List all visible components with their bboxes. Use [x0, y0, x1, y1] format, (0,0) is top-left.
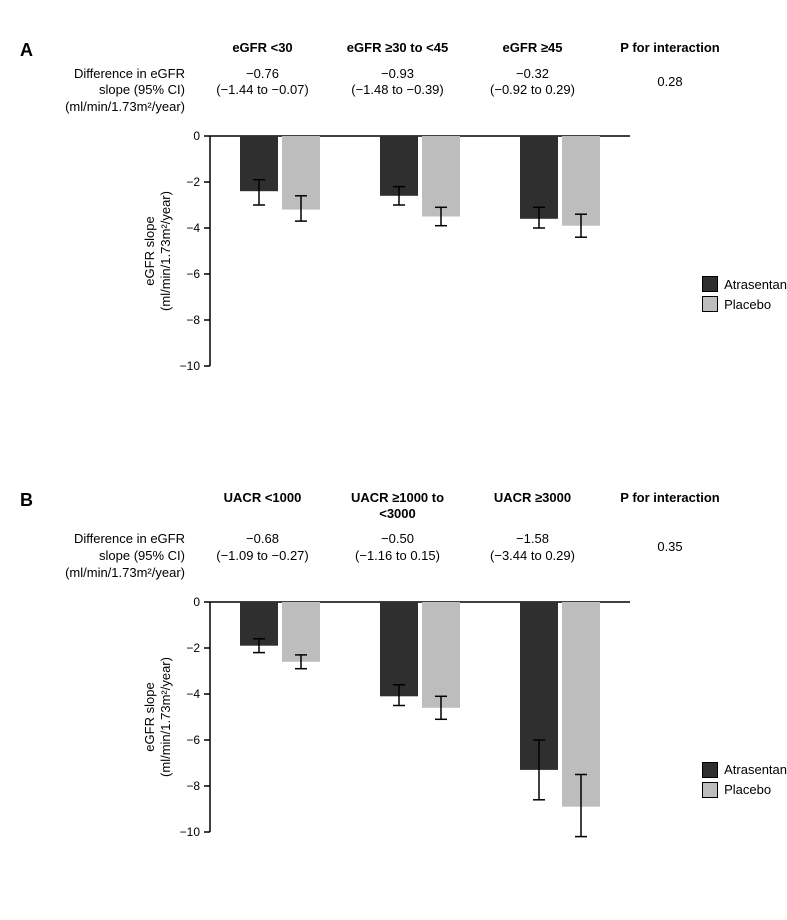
svg-text:−2: −2 [186, 175, 200, 189]
panel-b-group3-values: −1.58 (−3.44 to 0.29) [465, 531, 600, 582]
svg-text:−2: −2 [186, 641, 200, 655]
panel-b: B UACR <1000 UACR ≥1000 to <3000 UACR ≥3… [20, 490, 767, 920]
panel-a-group3-head: eGFR ≥45 [465, 40, 600, 56]
svg-text:−10: −10 [180, 825, 201, 839]
panel-b-svg: 0 −2 −4 −6 −8 −10 eGFR slope(ml/min/1.73m²/yea… [135, 592, 655, 852]
panel-b-group3-head: UACR ≥3000 [465, 490, 600, 521]
bar-placebo [422, 136, 460, 217]
svg-text:0: 0 [193, 129, 200, 143]
panel-b-pinteraction-value: 0.35 [600, 531, 740, 582]
svg-text:−10: −10 [180, 359, 201, 373]
panel-b-group2-values: −0.50 (−1.16 to 0.15) [330, 531, 465, 582]
svg-text:(ml/min/1.73m²/year): (ml/min/1.73m²/year) [158, 657, 173, 777]
panel-b-header-table: UACR <1000 UACR ≥1000 to <3000 UACR ≥300… [20, 490, 767, 582]
panel-b-rowlabel: Difference in eGFR slope (95% CI) (ml/mi… [20, 531, 195, 582]
panel-a-svg: 0 −2 −4 −6 −8 −10 eGFR slope(ml/min/1.73m²/yea… [135, 126, 655, 386]
panel-a-chart: 0 −2 −4 −6 −8 −10 eGFR slope(ml/min/1.73m²/yea… [135, 126, 767, 391]
bar-atrasentan [380, 602, 418, 696]
panel-a-rowlabel: Difference in eGFR slope (95% CI) (ml/mi… [20, 66, 195, 117]
bar-placebo [282, 602, 320, 662]
figure-page: A eGFR <30 eGFR ≥30 to <45 eGFR ≥45 P fo… [0, 0, 787, 871]
panel-b-legend: Atrasentan Placebo [702, 762, 787, 802]
swatch-placebo [702, 296, 718, 312]
panel-a-pinteraction-head: P for interaction [600, 40, 740, 56]
swatch-atrasentan [702, 762, 718, 778]
panel-a-pinteraction-value: 0.28 [600, 66, 740, 117]
panel-a-legend: Atrasentan Placebo [702, 276, 787, 316]
svg-text:−6: −6 [186, 267, 200, 281]
svg-text:−8: −8 [186, 313, 200, 327]
svg-text:−4: −4 [186, 221, 200, 235]
panel-b-label: B [20, 490, 33, 511]
panel-a-group3-values: −0.32 (−0.92 to 0.29) [465, 66, 600, 117]
panel-b-group2-head: UACR ≥1000 to <3000 [330, 490, 465, 521]
svg-text:(ml/min/1.73m²/year): (ml/min/1.73m²/year) [158, 191, 173, 311]
legend-item-atrasentan: Atrasentan [702, 276, 787, 292]
panel-a-label: A [20, 40, 33, 61]
panel-a-group2-head: eGFR ≥30 to <45 [330, 40, 465, 56]
swatch-atrasentan [702, 276, 718, 292]
panel-b-chart: 0 −2 −4 −6 −8 −10 eGFR slope(ml/min/1.73m²/yea… [135, 592, 767, 857]
swatch-placebo [702, 782, 718, 798]
bar-atrasentan [520, 136, 558, 219]
bar-placebo [422, 602, 460, 708]
panel-a-group2-values: −0.93 (−1.48 to −0.39) [330, 66, 465, 117]
panel-b-group1-values: −0.68 (−1.09 to −0.27) [195, 531, 330, 582]
panel-b-pinteraction-head: P for interaction [600, 490, 740, 521]
svg-text:eGFR slope: eGFR slope [142, 217, 157, 286]
bar-placebo [562, 136, 600, 226]
svg-text:−8: −8 [186, 779, 200, 793]
legend-item-placebo-b: Placebo [702, 782, 787, 798]
legend-item-placebo: Placebo [702, 296, 787, 312]
legend-item-atrasentan-b: Atrasentan [702, 762, 787, 778]
panel-a-group1-values: −0.76 (−1.44 to −0.07) [195, 66, 330, 117]
svg-text:0: 0 [193, 595, 200, 609]
svg-text:−6: −6 [186, 733, 200, 747]
panel-a: A eGFR <30 eGFR ≥30 to <45 eGFR ≥45 P fo… [20, 40, 767, 460]
panel-a-header-table: eGFR <30 eGFR ≥30 to <45 eGFR ≥45 P for … [20, 40, 767, 116]
panel-a-group1-head: eGFR <30 [195, 40, 330, 56]
panel-b-group1-head: UACR <1000 [195, 490, 330, 521]
svg-text:eGFR slope: eGFR slope [142, 682, 157, 751]
svg-text:−4: −4 [186, 687, 200, 701]
